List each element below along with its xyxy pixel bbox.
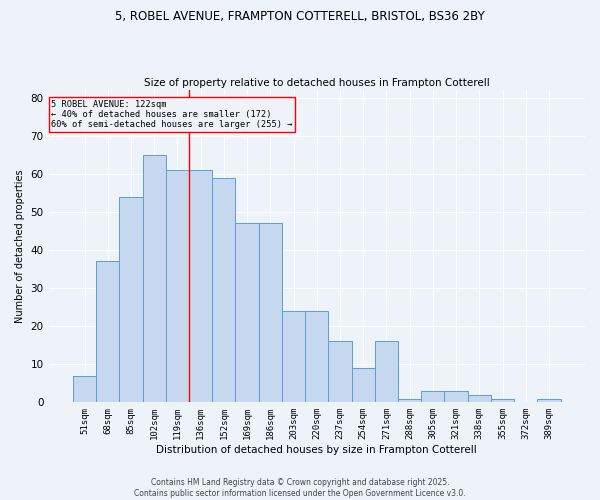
- Bar: [398, 398, 421, 402]
- Bar: [445, 391, 468, 402]
- Bar: [491, 398, 514, 402]
- Bar: [305, 311, 328, 402]
- Bar: [73, 376, 96, 402]
- Bar: [235, 224, 259, 402]
- Text: Contains HM Land Registry data © Crown copyright and database right 2025.
Contai: Contains HM Land Registry data © Crown c…: [134, 478, 466, 498]
- Bar: [282, 311, 305, 402]
- Bar: [352, 368, 375, 402]
- Bar: [166, 170, 189, 402]
- Bar: [375, 342, 398, 402]
- Bar: [468, 394, 491, 402]
- Text: 5 ROBEL AVENUE: 122sqm
← 40% of detached houses are smaller (172)
60% of semi-de: 5 ROBEL AVENUE: 122sqm ← 40% of detached…: [51, 100, 293, 130]
- Title: Size of property relative to detached houses in Frampton Cotterell: Size of property relative to detached ho…: [144, 78, 490, 88]
- Bar: [538, 398, 560, 402]
- Bar: [119, 197, 143, 402]
- Bar: [259, 224, 282, 402]
- Bar: [143, 155, 166, 402]
- X-axis label: Distribution of detached houses by size in Frampton Cotterell: Distribution of detached houses by size …: [157, 445, 477, 455]
- Bar: [212, 178, 235, 402]
- Text: 5, ROBEL AVENUE, FRAMPTON COTTERELL, BRISTOL, BS36 2BY: 5, ROBEL AVENUE, FRAMPTON COTTERELL, BRI…: [115, 10, 485, 23]
- Bar: [328, 342, 352, 402]
- Bar: [189, 170, 212, 402]
- Bar: [421, 391, 445, 402]
- Y-axis label: Number of detached properties: Number of detached properties: [15, 170, 25, 323]
- Bar: [96, 262, 119, 402]
